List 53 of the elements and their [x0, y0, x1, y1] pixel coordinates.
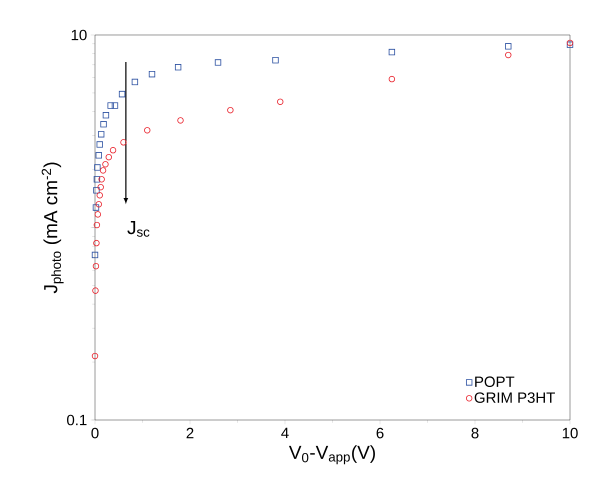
point — [100, 167, 106, 174]
point — [100, 121, 107, 128]
point — [177, 117, 184, 124]
point — [92, 252, 98, 258]
point — [92, 262, 100, 270]
point — [388, 48, 396, 56]
point — [148, 70, 156, 78]
x-tick-label: 4 — [281, 428, 289, 438]
point — [277, 98, 284, 105]
point — [144, 127, 150, 134]
point — [132, 78, 138, 86]
point — [93, 187, 100, 194]
point — [94, 176, 100, 182]
point — [98, 176, 105, 182]
point — [112, 102, 118, 109]
point — [92, 352, 98, 360]
point — [96, 152, 102, 159]
x-tick-label: 6 — [376, 428, 384, 438]
y-tick-label: 0.1 — [67, 414, 86, 426]
point — [214, 59, 222, 66]
point — [505, 43, 512, 50]
legend-label: GRIM P3HT — [474, 392, 555, 403]
point — [120, 139, 127, 146]
point — [107, 102, 114, 109]
point — [118, 90, 126, 98]
point — [92, 204, 100, 211]
x-tick-label: 2 — [186, 428, 194, 438]
point — [272, 56, 279, 64]
x-tick-label: 0 — [91, 428, 99, 438]
annotation: J$_{sc}$ — [127, 221, 150, 237]
point — [102, 161, 109, 168]
x-tick-label: 10 — [562, 428, 578, 438]
point — [110, 147, 116, 154]
point — [98, 131, 104, 138]
point — [94, 222, 100, 228]
point — [96, 141, 103, 148]
point — [94, 164, 101, 171]
point — [96, 192, 103, 198]
y-axis-title: J$_{photo}$ (mA cm$^{-2}$) — [42, 162, 64, 294]
point — [96, 201, 102, 208]
point — [102, 112, 110, 118]
point — [93, 240, 100, 246]
point — [388, 76, 396, 82]
point — [227, 106, 234, 114]
point — [92, 287, 99, 294]
point — [505, 52, 512, 58]
point — [94, 211, 102, 218]
point — [174, 64, 182, 70]
legend-label: POPT — [475, 376, 514, 387]
x-axis-title: V$_{0}$-V$_{app}$(V) — [288, 445, 375, 464]
point — [98, 184, 104, 190]
x-tick-label: 8 — [472, 428, 479, 438]
point — [106, 154, 112, 160]
